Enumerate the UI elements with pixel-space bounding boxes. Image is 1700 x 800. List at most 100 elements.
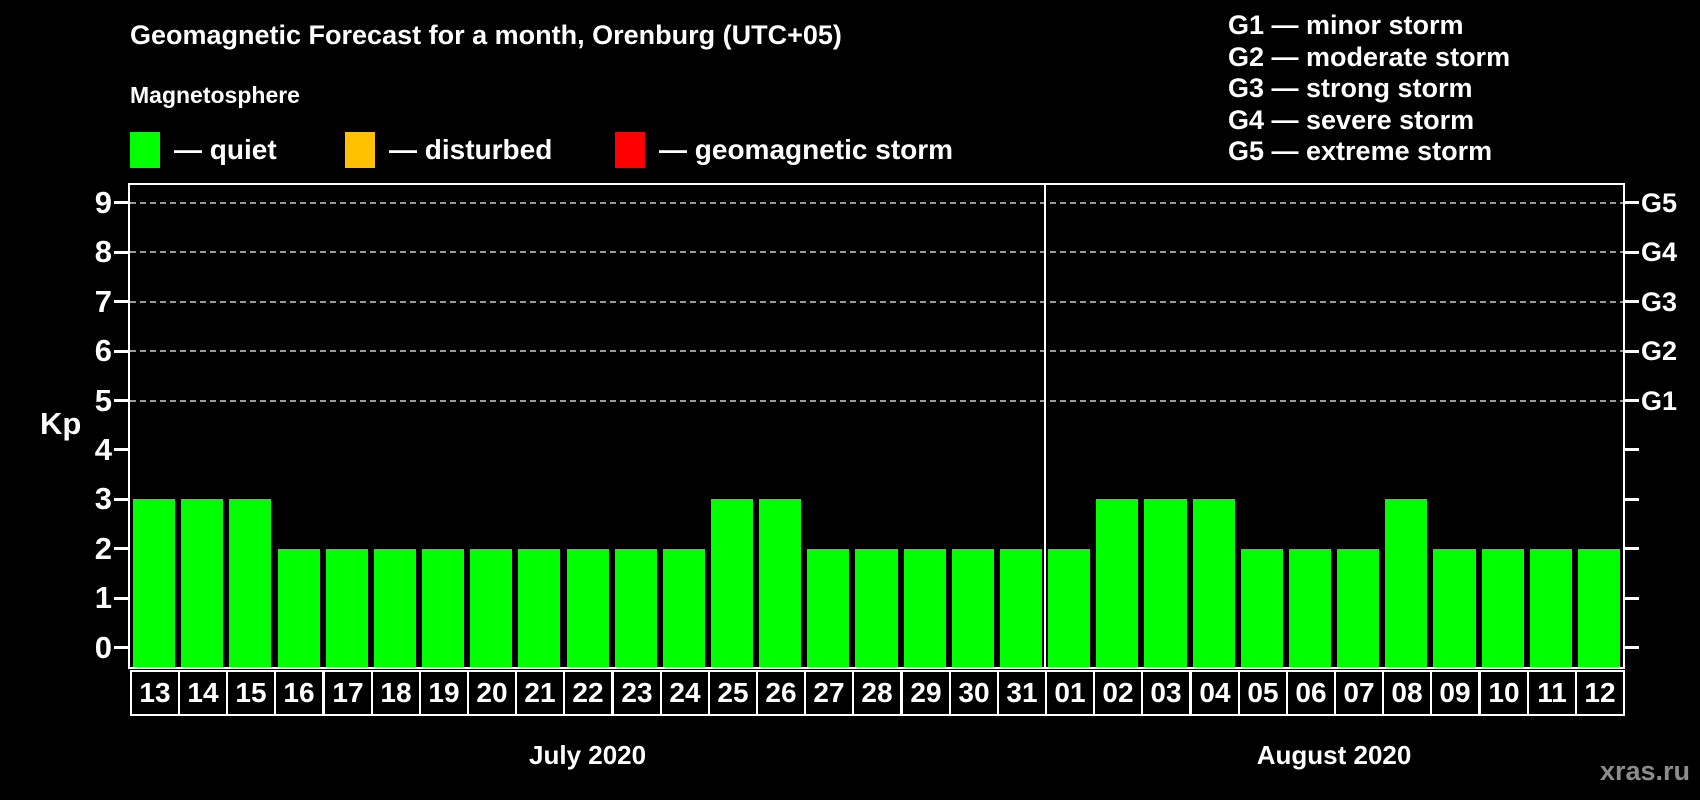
kp-tick-label: 9 xyxy=(94,184,112,220)
gridline-kp9 xyxy=(130,201,1623,204)
kp-tick-label: 7 xyxy=(94,283,112,319)
left-axis-tick xyxy=(114,201,128,205)
right-axis-tick xyxy=(1625,596,1639,600)
storm-scale-g4: G4 — severe storm xyxy=(1228,104,1475,135)
kp-bar-day-22 xyxy=(566,548,609,667)
kp-bar-day-25 xyxy=(710,499,754,667)
gridline-kp5 xyxy=(130,399,1623,402)
kp-tick-label: 5 xyxy=(94,382,112,418)
legend-label-geomagnetic-storm: — geomagnetic storm xyxy=(659,134,954,165)
legend-item-quiet: — quiet xyxy=(130,131,277,169)
gridline-kp8 xyxy=(130,251,1623,254)
left-axis-tick xyxy=(114,646,128,649)
right-axis-tick xyxy=(1625,201,1639,205)
kp-bar-day-11 xyxy=(1529,548,1572,667)
storm-scale-g1: G1 — minor storm xyxy=(1228,10,1464,40)
kp-bar-day-13 xyxy=(133,499,176,667)
right-axis-tick xyxy=(1625,399,1639,402)
storm-scale-g2: G2 — moderate storm xyxy=(1228,41,1511,72)
kp-bar-day-03 xyxy=(1144,499,1187,667)
day-label-28: 28 xyxy=(852,670,902,716)
kp-axis-label: Kp xyxy=(40,406,82,441)
day-label-16: 16 xyxy=(274,670,324,716)
g-scale-label-g2: G2 xyxy=(1641,336,1678,367)
kp-tick-label: 3 xyxy=(94,481,112,517)
right-axis-tick xyxy=(1625,497,1639,501)
kp-tick-label: 0 xyxy=(94,629,112,665)
day-label-07: 07 xyxy=(1334,670,1384,716)
day-label-09: 09 xyxy=(1430,670,1480,716)
kp-bar-day-10 xyxy=(1481,548,1524,667)
day-label-11: 11 xyxy=(1527,670,1577,716)
right-axis-tick xyxy=(1625,250,1639,254)
kp-bar-day-30 xyxy=(951,548,994,667)
day-label-18: 18 xyxy=(371,670,421,716)
day-label-15: 15 xyxy=(226,670,276,716)
day-label-31: 31 xyxy=(997,670,1047,716)
day-label-01: 01 xyxy=(1045,670,1095,716)
day-label-21: 21 xyxy=(515,670,565,716)
quiet-color-swatch xyxy=(130,132,160,168)
kp-tick-label: 4 xyxy=(94,431,112,467)
month-labels: July 2020 August 2020 xyxy=(130,740,1623,774)
kp-tick-label: 6 xyxy=(94,333,112,369)
day-label-22: 22 xyxy=(563,670,613,716)
kp-bar-day-05 xyxy=(1240,548,1283,667)
day-label-23: 23 xyxy=(612,670,662,716)
watermark: xras.ru xyxy=(1599,756,1690,786)
right-axis-tick xyxy=(1625,349,1639,353)
left-axis-tick xyxy=(114,349,128,353)
kp-bar-day-04 xyxy=(1192,499,1235,667)
legend-item-disturbed: — disturbed xyxy=(345,131,552,169)
kp-bar-day-17 xyxy=(325,548,368,667)
day-axis: 13 14 15 16 17 18 19 20 21 22 23 24 25 26 27 28 29 30 31 01… xyxy=(130,670,1625,716)
day-label-12: 12 xyxy=(1575,670,1625,716)
magnetosphere-label: Magnetosphere xyxy=(130,82,300,108)
kp-tick-label: 1 xyxy=(94,580,112,616)
kp-bar-day-09 xyxy=(1433,548,1476,667)
kp-bar-day-12 xyxy=(1577,548,1620,667)
day-label-30: 30 xyxy=(949,670,999,716)
day-label-03: 03 xyxy=(1141,670,1191,716)
left-axis-tick xyxy=(114,250,128,254)
kp-bar-day-29 xyxy=(903,548,946,667)
day-label-19: 19 xyxy=(419,670,469,716)
kp-bar-day-19 xyxy=(422,548,465,667)
day-label-04: 04 xyxy=(1190,670,1240,716)
day-label-14: 14 xyxy=(178,670,228,716)
right-axis-tick xyxy=(1625,300,1639,304)
day-label-06: 06 xyxy=(1286,670,1336,716)
g-scale-label-g1: G1 xyxy=(1641,385,1678,416)
kp-bar-day-06 xyxy=(1288,548,1332,667)
kp-bar-day-08 xyxy=(1385,499,1428,667)
day-label-25: 25 xyxy=(708,670,758,716)
kp-bar-day-31 xyxy=(999,548,1043,667)
kp-bar-day-21 xyxy=(518,548,561,667)
month-label-july: July 2020 xyxy=(529,740,647,770)
storm-color-swatch xyxy=(615,132,645,168)
kp-bar-day-15 xyxy=(229,499,272,667)
right-axis-tick xyxy=(1625,448,1639,452)
month-label-august: August 2020 xyxy=(1256,740,1412,770)
left-axis-tick xyxy=(114,547,128,551)
kp-bar-day-02 xyxy=(1096,499,1139,667)
kp-bar-day-26 xyxy=(759,499,802,667)
storm-scale-g5: G5 — extreme storm xyxy=(1228,136,1493,166)
day-label-24: 24 xyxy=(660,670,710,716)
kp-bar-day-07 xyxy=(1337,548,1380,667)
day-label-05: 05 xyxy=(1238,670,1288,716)
storm-scale-legend: G1 — minor storm G2 — moderate storm G3 … xyxy=(1228,10,1510,168)
day-label-08: 08 xyxy=(1382,670,1432,716)
kp-bar-day-01 xyxy=(1048,548,1091,667)
kp-bar-day-24 xyxy=(662,548,705,667)
g-scale-label-g3: G3 xyxy=(1641,286,1678,317)
left-axis-tick xyxy=(114,300,128,304)
day-label-29: 29 xyxy=(901,670,951,716)
kp-bar-day-14 xyxy=(181,499,224,667)
g-scale-label-g5: G5 xyxy=(1641,187,1678,218)
gridline-kp6 xyxy=(130,350,1623,353)
right-axis-tick xyxy=(1625,547,1639,551)
kp-bar-day-27 xyxy=(807,548,850,667)
kp-tick-label: 8 xyxy=(94,234,112,270)
